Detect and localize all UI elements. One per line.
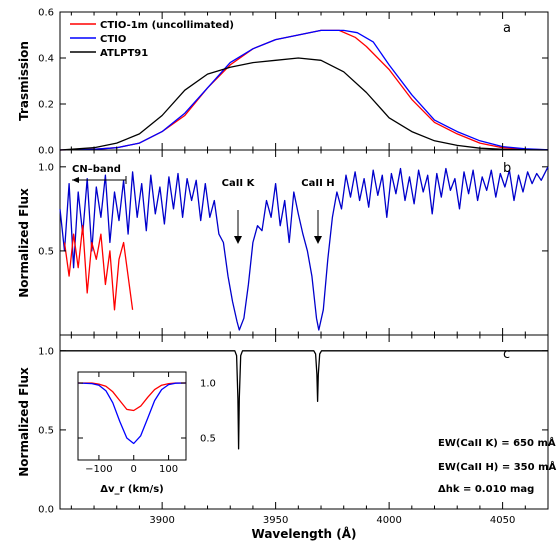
panel-c-letter: c [503,347,510,362]
legend-label-ctio: CTIO [100,34,126,45]
panel-a-ylabel: Trasmission [17,41,31,121]
caii-k-arrowhead [234,236,242,244]
panel-a: 0.0 0.2 0.4 0.6 Trasmission a CTIO-1m (unco… [17,8,549,157]
x-tick-label: 3950 [263,515,288,526]
inset-xtick-label: 100 [159,464,178,475]
inset-xlabel: Δv_r (km/s) [100,484,164,495]
panel-a-series-line-2 [59,57,549,151]
cn-band-label: CN–band [72,164,121,175]
panel-a-series [59,29,549,151]
x-tick-label: 4050 [490,515,515,526]
inset-series-line-1 [77,382,187,445]
x-tick-label: 4000 [376,515,401,526]
x-tick-label: 3900 [149,515,174,526]
panel-a-ytick-label: 0.0 [38,146,54,157]
panel-b-ytick-label: 1.0 [38,162,54,173]
panel-c-ytick-label: 0.0 [38,505,54,516]
panel-c-ticks: 0.0 0.5 1.0 3900 3950 4000 4050 [38,335,549,526]
caii-h-label: CaII H [301,178,334,189]
panel-a-legend: CTIO-1m (uncollimated) CTIO ATLPT91 [70,20,234,59]
inset-ytick-label: 0.5 [200,434,216,445]
panel-c: 0.0 0.5 1.0 3900 3950 4000 4050 Normalized Flu… [17,334,556,541]
panel-c-ylabel: Normalized Flux [17,367,31,477]
cn-band-arrowhead [72,177,79,183]
inset-xtick-label: 0 [131,464,137,475]
panel-a-ticks: 0.0 0.2 0.4 0.6 [38,8,549,157]
panel-b-ytick-label: 0.5 [38,246,54,257]
panel-c-frame [59,334,549,510]
panel-c-ytick-label: 1.0 [38,346,54,357]
panel-a-ytick-label: 0.2 [38,100,54,111]
delta-hk-text: Δhk = 0.010 mag [438,484,534,495]
panel-b-series-line-0 [59,166,549,331]
legend-label-ctio-1m: CTIO-1m (uncollimated) [100,20,234,31]
panel-b-ylabel: Normalized Flux [17,188,31,298]
inset-series-line-0 [78,382,186,412]
panel-c-series-line-0 [60,350,548,450]
inset-ytick-label: 1.0 [200,379,216,390]
panel-a-ytick-label: 0.4 [38,54,54,65]
panel-c-ytick-label: 0.5 [38,425,54,436]
panel-a-letter: a [503,21,511,36]
inset-frame [77,371,187,461]
panel-b-ticks: 0.5 1.0 [38,150,549,335]
legend-label-atlpt91: ATLPT91 [100,48,148,59]
panel-b: 0.51.0 Normalized Flux b CN–band CaII K … [17,149,549,336]
inset-ticks: −100 0 100 0.5 1.0 [78,372,216,475]
inset-series [77,382,187,445]
panel-a-ytick-label: 0.6 [38,8,54,19]
panel-c-series [60,350,548,450]
panel-b-series-line-1 [63,225,134,311]
x-axis-label: Wavelength (Å) [252,526,357,541]
inset-xtick-label: −100 [85,464,112,475]
ew-caii-k-text: EW(CaII K) = 650 mÅ [438,436,556,449]
caii-h-arrowhead [314,236,322,244]
panel-b-letter: b [503,161,511,176]
inset-velocity-profile: −100 0 100 0.5 1.0 Δv_r (km/s) [77,371,216,495]
panel-b-series [59,166,549,331]
caii-k-label: CaII K [222,178,256,189]
panel-a-series-line-1 [59,29,549,151]
ew-caii-h-text: EW(CaII H) = 350 mÅ [438,460,556,473]
panel-a-frame [59,11,549,151]
